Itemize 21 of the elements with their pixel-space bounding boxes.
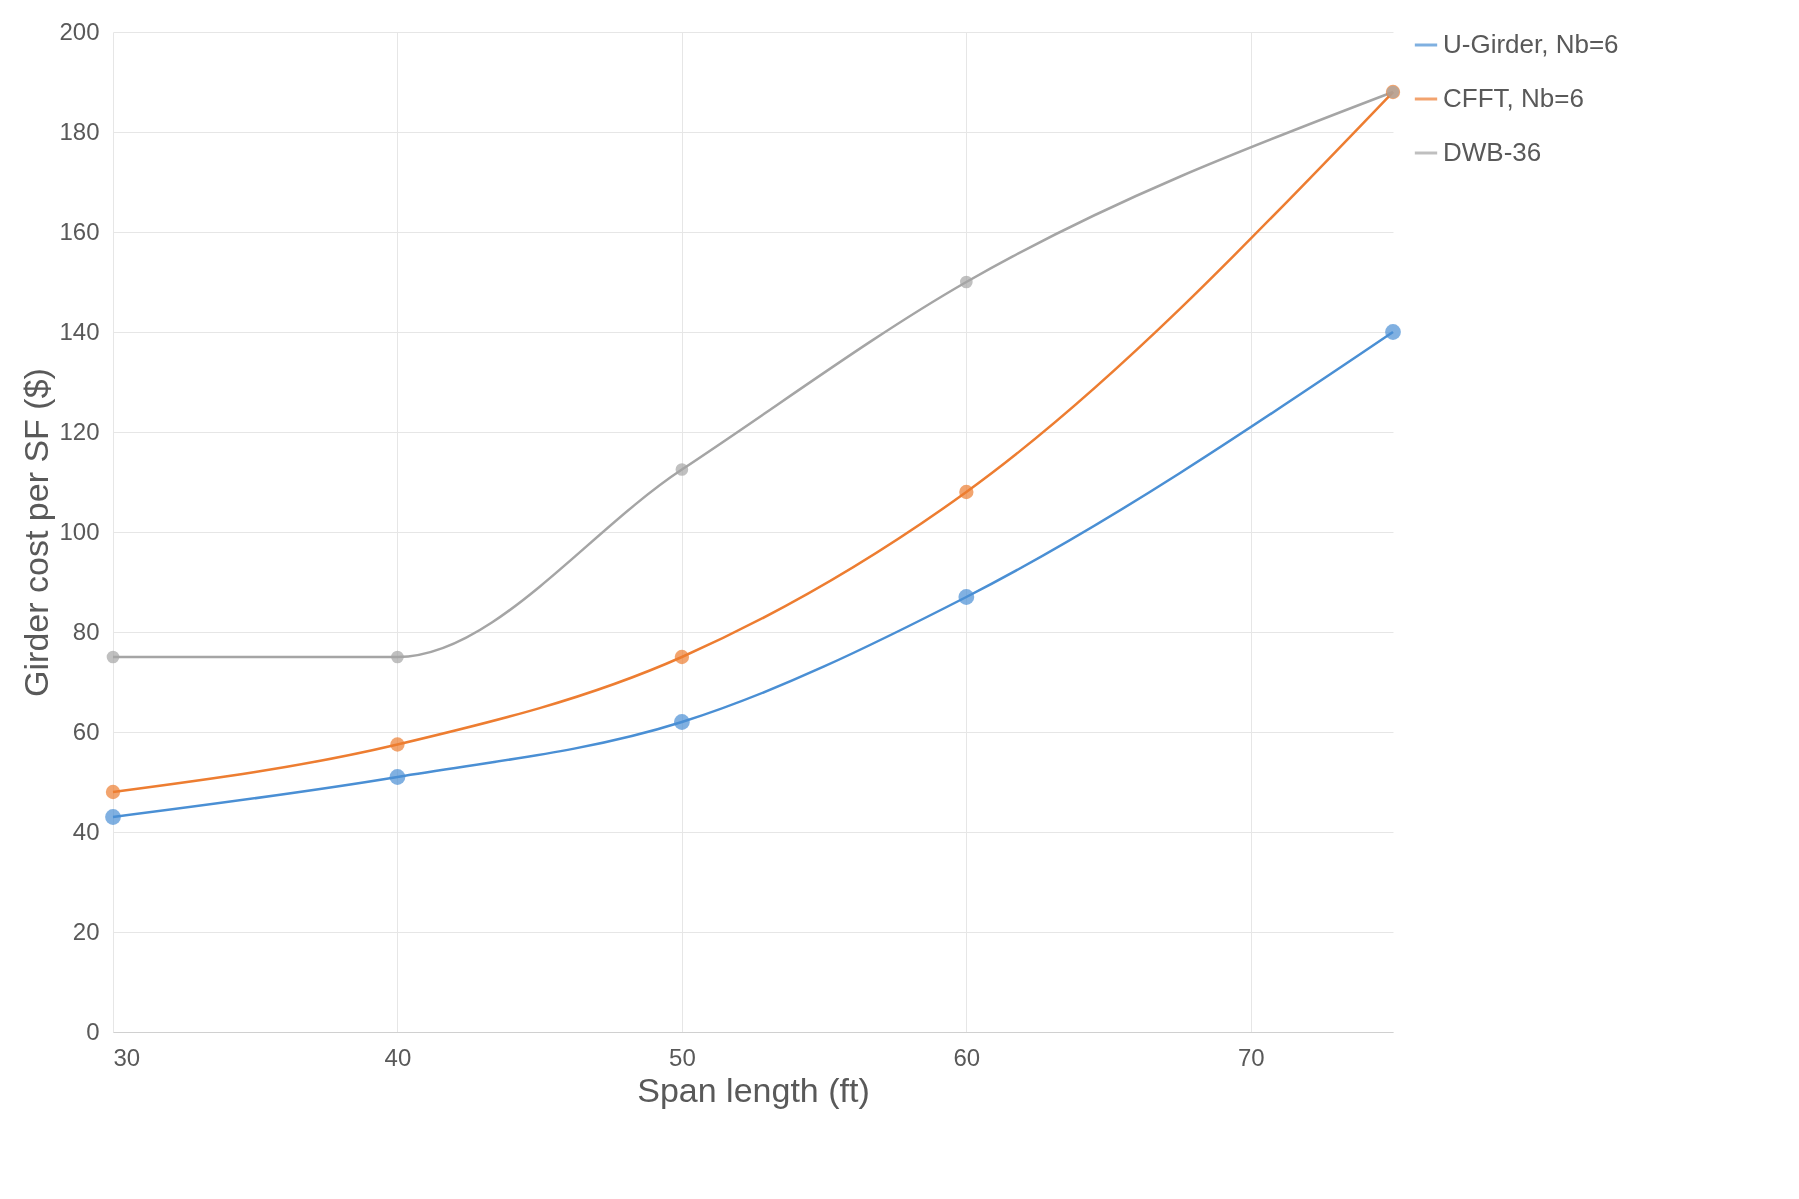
y-tick-label: 60 (72, 717, 100, 745)
y-tick-label: 180 (59, 117, 100, 145)
legend-label: CFFT, Nb=6 (1443, 83, 1584, 113)
y-tick-label: 0 (86, 1017, 100, 1045)
x-tick-label: 70 (1237, 1043, 1265, 1071)
x-axis-title: Span length (ft) (637, 1070, 870, 1109)
y-tick-label: 20 (72, 917, 100, 945)
x-tick-label: 30 (113, 1043, 141, 1071)
y-tick-label: 120 (59, 417, 100, 445)
x-tick-label: 40 (384, 1043, 412, 1071)
y-axis-title: Girder cost per SF ($) (17, 368, 56, 697)
y-tick-label: 200 (59, 17, 100, 45)
x-tick-label: 60 (953, 1043, 981, 1071)
y-tick-label: 80 (72, 617, 100, 645)
y-tick-label: 160 (59, 217, 100, 245)
x-tick-label: 50 (669, 1043, 696, 1071)
y-tick-label: 140 (59, 317, 100, 345)
legend-label: U-Girder, Nb=6 (1443, 29, 1619, 59)
y-tick-label: 40 (72, 817, 100, 845)
legend-label: DWB-36 (1443, 137, 1542, 167)
y-tick-label: 100 (59, 517, 100, 545)
